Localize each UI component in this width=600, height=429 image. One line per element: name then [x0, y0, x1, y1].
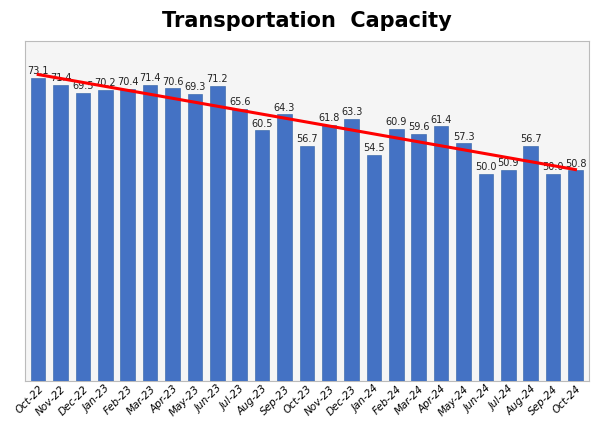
Text: 73.1: 73.1	[28, 66, 49, 76]
Bar	[121, 89, 135, 381]
Bar	[568, 170, 583, 381]
Text: 60.5: 60.5	[251, 118, 273, 129]
Bar	[479, 174, 493, 381]
Bar	[210, 86, 224, 381]
Text: 54.5: 54.5	[363, 143, 385, 154]
Text: 56.7: 56.7	[520, 134, 542, 144]
Bar	[389, 129, 404, 381]
Bar	[412, 134, 426, 381]
Text: 50.0: 50.0	[542, 162, 564, 172]
Bar	[546, 174, 560, 381]
Title: Transportation  Capacity: Transportation Capacity	[162, 11, 452, 31]
Text: 64.3: 64.3	[274, 103, 295, 113]
Bar	[232, 109, 247, 381]
Text: 70.4: 70.4	[117, 78, 139, 88]
Text: 60.9: 60.9	[386, 117, 407, 127]
Text: 71.2: 71.2	[206, 74, 228, 84]
Bar	[434, 127, 448, 381]
Bar	[277, 115, 292, 381]
Bar	[31, 78, 46, 381]
Bar	[76, 93, 90, 381]
Text: 56.7: 56.7	[296, 134, 317, 144]
Text: 61.4: 61.4	[430, 115, 452, 125]
Bar	[523, 146, 538, 381]
Bar	[344, 118, 359, 381]
Text: 50.8: 50.8	[565, 159, 586, 169]
Text: 69.3: 69.3	[184, 82, 206, 92]
Text: 50.0: 50.0	[475, 162, 497, 172]
Text: 59.6: 59.6	[408, 122, 430, 132]
Text: 50.9: 50.9	[497, 158, 519, 168]
Text: 71.4: 71.4	[50, 73, 71, 83]
Bar	[456, 143, 471, 381]
Text: 57.3: 57.3	[453, 132, 475, 142]
Bar	[255, 130, 269, 381]
Bar	[53, 85, 68, 381]
Bar	[367, 155, 381, 381]
Bar	[98, 90, 113, 381]
Text: 69.5: 69.5	[72, 81, 94, 91]
Text: 63.3: 63.3	[341, 107, 362, 117]
Bar	[165, 88, 180, 381]
Text: 70.2: 70.2	[95, 78, 116, 88]
Bar	[143, 85, 157, 381]
Bar	[299, 146, 314, 381]
Bar	[501, 170, 515, 381]
Text: 61.8: 61.8	[319, 113, 340, 123]
Text: 70.6: 70.6	[162, 77, 183, 87]
Text: 71.4: 71.4	[139, 73, 161, 83]
Text: 65.6: 65.6	[229, 97, 250, 107]
Bar	[322, 125, 337, 381]
Bar	[188, 94, 202, 381]
